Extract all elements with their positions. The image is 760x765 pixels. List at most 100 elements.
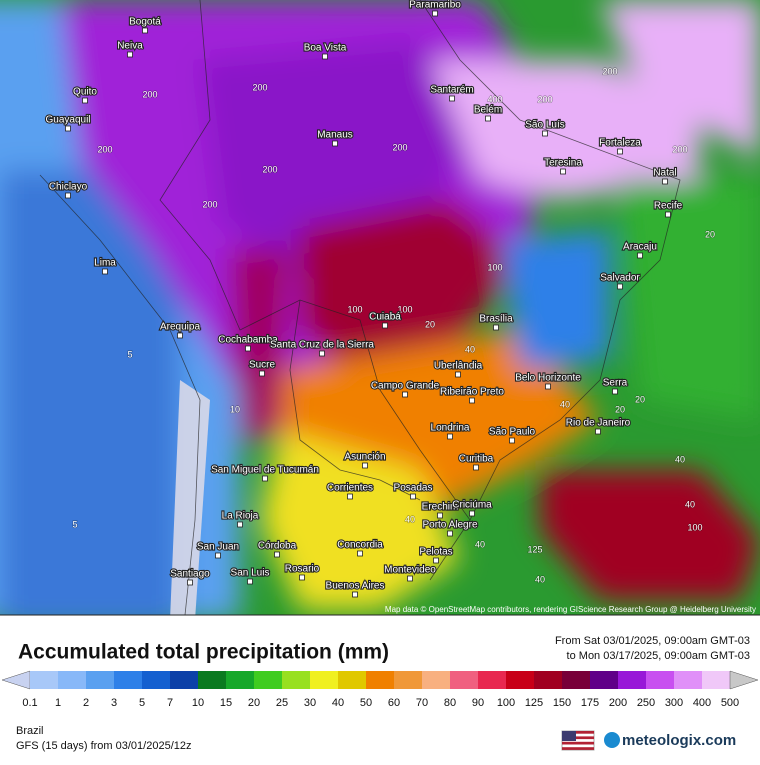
city-marker: [637, 252, 643, 259]
city-marker: [665, 211, 671, 218]
city-label: Guayaquil: [45, 115, 90, 126]
colorbar-tick-label: 80: [444, 697, 456, 709]
contour-label: 20: [705, 229, 715, 239]
colorbar-swatch: [646, 671, 675, 689]
contour-label: 10: [230, 404, 240, 414]
contour-label: 20: [425, 319, 435, 329]
city-label: Rosario: [285, 564, 320, 575]
contour-label: 40: [475, 539, 485, 549]
city-marker: [509, 437, 515, 444]
city-marker: [433, 557, 439, 564]
city-label: Erechim: [422, 502, 459, 513]
city-label: Belém: [474, 105, 502, 116]
colorbar-tick-label: 3: [111, 697, 117, 709]
city-label: Recife: [654, 201, 683, 212]
contour-label: 40: [675, 454, 685, 464]
city-marker: [410, 493, 416, 500]
city-marker: [352, 591, 358, 598]
colorbar-swatch: [338, 671, 367, 689]
contour-label: 200: [672, 144, 687, 154]
colorbar-arrow-low: [1, 670, 31, 690]
city-label: São Paulo: [489, 427, 536, 438]
city-marker: [245, 345, 251, 352]
city-marker: [262, 475, 268, 482]
contour-label: 5: [127, 349, 132, 359]
city-label: Criciúma: [452, 500, 492, 511]
city-label: Santiago: [170, 569, 210, 580]
city-marker: [437, 512, 443, 519]
colorbar-tick-label: 175: [581, 697, 599, 709]
city-label: Manaus: [317, 130, 353, 141]
city-label: Pelotas: [419, 547, 452, 558]
colorbar-tick-label: 150: [553, 697, 571, 709]
city-label: Córdoba: [258, 541, 297, 552]
city-label: Salvador: [600, 273, 640, 284]
contour-label: 200: [142, 89, 157, 99]
city-label: Buenos Aires: [326, 581, 385, 592]
city-label: Cochabamba: [218, 335, 278, 346]
colorbar-swatch: [198, 671, 227, 689]
colorbar-swatch: [282, 671, 311, 689]
city-marker: [127, 51, 133, 58]
colorbar-tick-label: 15: [220, 697, 232, 709]
city-marker: [177, 332, 183, 339]
colorbar-tick-label: 5: [139, 697, 145, 709]
city-label: Asunción: [344, 452, 385, 463]
colorbar-tick-label: 70: [416, 697, 428, 709]
city-marker: [402, 391, 408, 398]
colorbar-swatch: [30, 671, 59, 689]
model-info: GFS (15 days) from 03/01/2025/12z: [16, 740, 191, 752]
colorbar-swatch: [618, 671, 647, 689]
colorbar-tick-label: 2: [83, 697, 89, 709]
colorbar-tick-label: 250: [637, 697, 655, 709]
city-label: Rio de Janeiro: [566, 418, 631, 429]
city-marker: [662, 178, 668, 185]
contour-label: 100: [687, 522, 702, 532]
city-marker: [407, 575, 413, 582]
city-label: São Luís: [525, 120, 564, 131]
colorbar-tick-label: 1: [55, 697, 61, 709]
colorbar-swatch: [450, 671, 479, 689]
city-marker: [215, 552, 221, 559]
colorbar-swatch: [114, 671, 143, 689]
city-marker: [247, 578, 253, 585]
colorbar-swatch: [86, 671, 115, 689]
colorbar-tick-label: 50: [360, 697, 372, 709]
city-marker: [473, 464, 479, 471]
contour-label: 20: [615, 404, 625, 414]
city-marker: [432, 10, 438, 17]
city-label: Sucre: [249, 360, 276, 371]
city-marker: [65, 192, 71, 199]
contour-label: 40: [560, 399, 570, 409]
city-label: San Juan: [197, 542, 239, 553]
city-label: Quito: [73, 87, 97, 98]
city-marker: [357, 550, 363, 557]
contour-label: 100: [397, 304, 412, 314]
city-label: Londrina: [431, 423, 470, 434]
city-marker: [259, 370, 265, 377]
city-marker: [449, 95, 455, 102]
colorbar-swatch: [674, 671, 703, 689]
colorbar-tick-label: 30: [304, 697, 316, 709]
colorbar-tick-label: 500: [721, 697, 739, 709]
colorbar-tick-label: 25: [276, 697, 288, 709]
colorbar-tick-label: 7: [167, 697, 173, 709]
city-label: Brasília: [479, 314, 513, 325]
city-label: Campo Grande: [371, 381, 440, 392]
city-marker: [469, 397, 475, 404]
colorbar-swatch: [254, 671, 283, 689]
city-marker: [617, 148, 623, 155]
contour-label: 125: [527, 544, 542, 554]
city-label: Santa Cruz de la Sierra: [270, 340, 374, 351]
city-label: Posadas: [394, 483, 433, 494]
city-marker: [382, 322, 388, 329]
city-label: Serra: [603, 378, 628, 389]
city-label: Boa Vista: [304, 43, 347, 54]
colorbar-tick-label: 200: [609, 697, 627, 709]
colorbar-tick-label: 90: [472, 697, 484, 709]
colorbar-tick-label: 100: [497, 697, 515, 709]
colorbar-swatch: [478, 671, 507, 689]
city-marker: [299, 574, 305, 581]
colorbar-tick-label: 40: [332, 697, 344, 709]
date-from: From Sat 03/01/2025, 09:00am GMT-03: [555, 635, 750, 647]
